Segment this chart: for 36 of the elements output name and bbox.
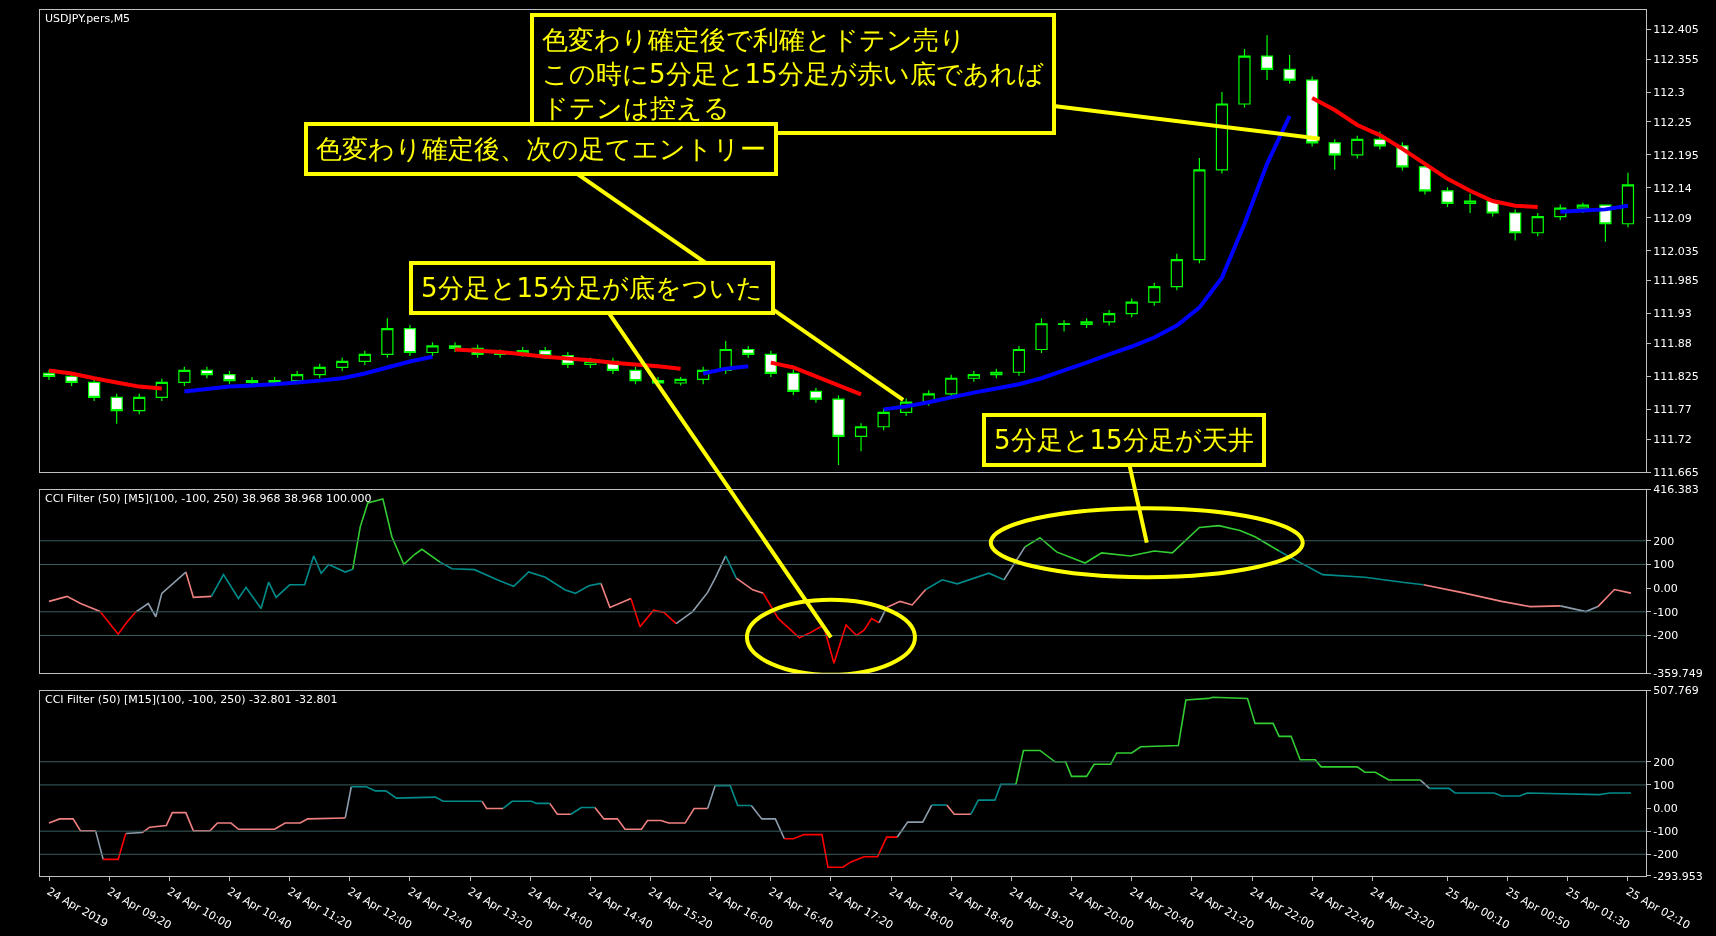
- y-tick-label: -200: [1653, 629, 1679, 643]
- y-tick-label: 111.985: [1653, 274, 1699, 288]
- y-tick-label: 111.72: [1653, 433, 1692, 447]
- y-tick-label: 112.25: [1653, 115, 1692, 129]
- y-tick-label: 111.93: [1653, 307, 1692, 321]
- y-tick-label: 112.3: [1653, 85, 1685, 99]
- y-tick-label: 200: [1653, 534, 1675, 548]
- y-tick-label: 112.355: [1653, 52, 1699, 66]
- y-tick-label: 0.00: [1653, 801, 1678, 815]
- y-tick-label: 416.383: [1653, 483, 1699, 497]
- y-tick-label: 0.00: [1653, 581, 1678, 595]
- y-tick-label: -359.749: [1653, 667, 1703, 681]
- y-tick-label: 200: [1653, 755, 1675, 769]
- y-tick-label: 112.035: [1653, 244, 1699, 258]
- y-tick-label: 112.09: [1653, 211, 1692, 225]
- chart-title: CCI Filter (50) [M5](100, -100, 250) 38.968 38.968 100.000: [45, 492, 372, 505]
- y-tick-label: 111.825: [1653, 370, 1699, 384]
- y-tick-label: -100: [1653, 605, 1679, 619]
- y-tick-label: 111.665: [1653, 466, 1699, 480]
- annotation: 5分足と15分足が底をついた: [421, 273, 763, 303]
- y-tick-label: 112.195: [1653, 148, 1699, 162]
- y-tick-label: 111.77: [1653, 403, 1692, 417]
- y-tick-label: -200: [1653, 848, 1679, 862]
- y-tick-label: 100: [1653, 778, 1675, 792]
- annotation: 色変わり確定後、次の足てエントリー: [316, 134, 766, 164]
- y-tick-label: 112.14: [1653, 181, 1692, 195]
- y-tick-label: 112.405: [1653, 23, 1699, 37]
- y-tick-label: 100: [1653, 558, 1675, 572]
- y-tick-label: 111.88: [1653, 337, 1692, 351]
- y-tick-label: -293.953: [1653, 869, 1703, 883]
- chart-title: USDJPY.pers,M5: [45, 12, 131, 25]
- y-tick-label: 507.769: [1653, 684, 1699, 698]
- chart-title: CCI Filter (50) [M15](100, -100, 250) -32.801 -32.801: [45, 693, 338, 706]
- y-tick-label: -100: [1653, 825, 1679, 838]
- annotation: 色変わり確定後で利確とドテン売りこの時に5分足と15分足が赤い底であればドテンは控える: [542, 25, 1044, 123]
- annotation: 5分足と15分足が天井: [994, 425, 1254, 455]
